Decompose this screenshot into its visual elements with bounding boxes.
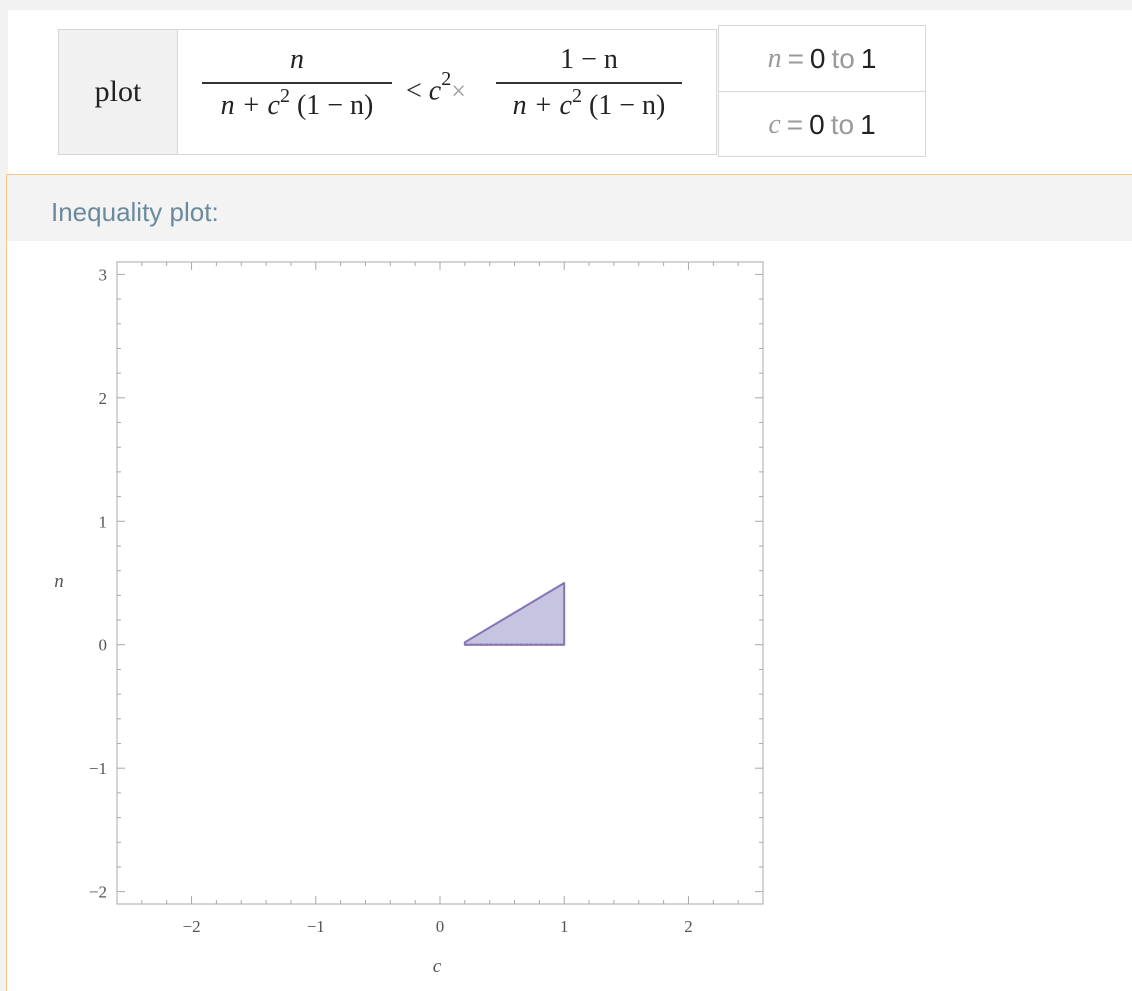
inequality-expression: n n + c2 (1 − n) < c2× 1 − n n + c2 (1 −… xyxy=(178,30,716,154)
y-tick-label: 3 xyxy=(99,265,108,284)
y-tick-label: 0 xyxy=(99,636,108,655)
range-c: c = 0 to 1 xyxy=(719,91,925,157)
x-tick-label: 1 xyxy=(560,917,569,936)
rhs-numerator: 1 − n xyxy=(560,44,618,75)
inequality-plot: −2 −1 0 1 2 −2 −1 0 1 2 3 c n xyxy=(54,261,764,977)
lhs-numerator: n xyxy=(290,44,304,75)
top-strip xyxy=(0,0,1132,10)
result-pod: Inequality plot: −2 −1 0 1 2 −2 −1 0 1 2 3 c n xyxy=(6,174,1132,991)
y-tick-label: 1 xyxy=(99,512,108,531)
y-axis-label: n xyxy=(54,571,64,592)
lhs-fraction: n n + c2 (1 − n) xyxy=(202,38,392,128)
input-interpretation: plot n n + c2 (1 − n) < c2× 1 − n n + c2… xyxy=(8,10,1132,174)
function-label: plot xyxy=(59,30,178,154)
inequality-region xyxy=(463,582,566,646)
lhs-fraction-bar xyxy=(202,82,392,84)
y-tick-label: 2 xyxy=(99,389,108,408)
lhs-denominator: n + c2 (1 − n) xyxy=(220,85,374,121)
x-tick-label: −1 xyxy=(307,917,325,936)
pod-title: Inequality plot: xyxy=(7,175,1132,241)
relation-and-coefficient: < c2× xyxy=(406,68,466,107)
rhs-fraction: 1 − n n + c2 (1 − n) xyxy=(496,38,682,128)
range-table: n = 0 to 1 c = 0 to 1 xyxy=(718,25,926,157)
x-axis-label: c xyxy=(433,956,442,977)
y-tick-label: −1 xyxy=(89,759,107,778)
range-n: n = 0 to 1 xyxy=(767,42,877,74)
x-tick-label: 0 xyxy=(436,917,445,936)
input-table: plot n n + c2 (1 − n) < c2× 1 − n n + c2… xyxy=(58,29,717,155)
rhs-fraction-bar xyxy=(496,82,682,84)
x-tick-label: −2 xyxy=(182,917,200,936)
y-tick-label: −2 xyxy=(89,883,107,902)
rhs-denominator: n + c2 (1 − n) xyxy=(512,85,666,121)
x-tick-label: 2 xyxy=(684,917,693,936)
plot-frame xyxy=(116,261,764,905)
